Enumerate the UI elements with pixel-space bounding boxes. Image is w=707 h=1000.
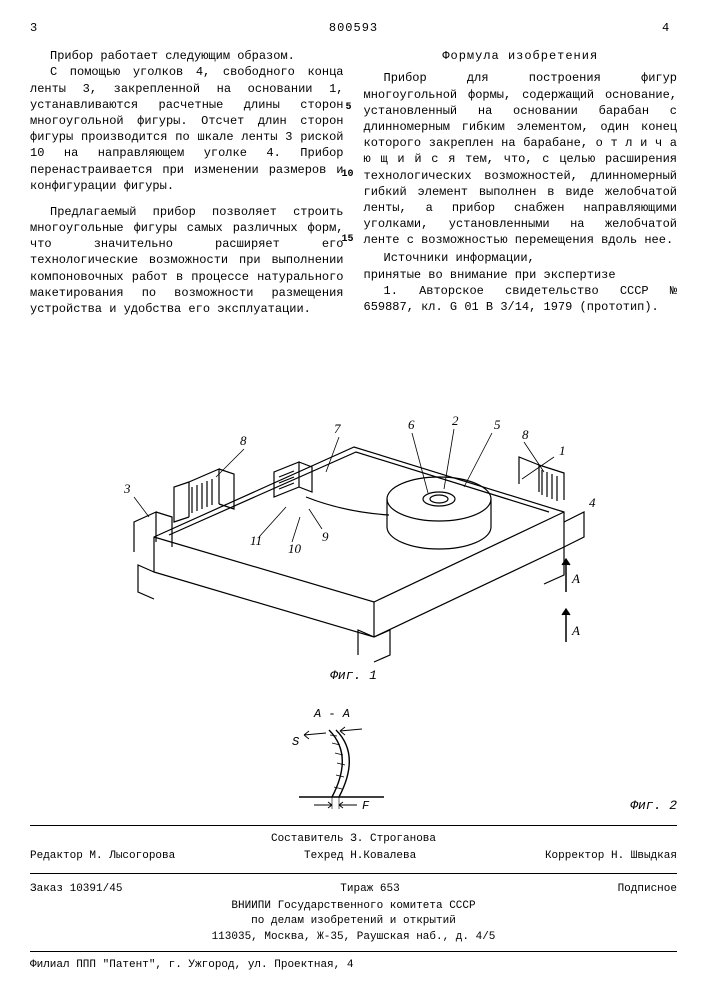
page-num-left: 3: [30, 20, 45, 36]
divider-3: [30, 951, 677, 952]
fig1-label: Фиг. 1: [330, 668, 377, 683]
left-p1: Прибор работает следующим образом.: [30, 48, 344, 64]
callout-8a: 8: [240, 433, 247, 448]
org1: ВНИИПИ Государственного комитета СССР: [30, 899, 677, 914]
line-marker-15: 15: [342, 233, 354, 247]
footer-block: Составитель З. Строганова Редактор М. Лы…: [30, 832, 677, 974]
callout-4: 4: [589, 495, 596, 510]
line-marker-5: 5: [346, 101, 352, 115]
callout-9: 9: [322, 529, 329, 544]
divider-1: [30, 825, 677, 826]
corrector: Корректор Н. Швыдкая: [545, 849, 677, 864]
page-num-right: 4: [662, 20, 677, 36]
figure-2: A - A S F Фиг. 2: [70, 705, 677, 815]
text-columns: Прибор работает следующим образом. С пом…: [30, 48, 677, 317]
org2: по делам изобретений и открытий: [30, 914, 677, 929]
sources-title: Источники информации,: [364, 250, 678, 266]
tirazh: Тираж 653: [340, 882, 399, 897]
compiler: Составитель З. Строганова: [30, 832, 677, 847]
sources-line: принятые во внимание при экспертизе: [364, 267, 678, 283]
editor: Редактор М. Лысогорова: [30, 849, 175, 864]
order-num: Заказ 10391/45: [30, 882, 122, 897]
source-1: 1. Авторское свидетельство СССР № 659887…: [364, 283, 678, 315]
addr1: 113035, Москва, Ж-35, Раушская наб., д. …: [30, 930, 677, 945]
left-p3: Предлагаемый прибор позволяет строить мн…: [30, 204, 344, 317]
callout-5: 5: [494, 417, 501, 432]
left-p2: С помощью уголков 4, свободного конца ле…: [30, 64, 344, 194]
section-A-top: A: [571, 571, 580, 586]
formula-title: Формула изобретения: [364, 48, 678, 64]
callout-7: 7: [334, 421, 341, 436]
callout-8b: 8: [522, 427, 529, 442]
branch: Филиал ППП "Патент", г. Ужгород, ул. Про…: [30, 958, 677, 973]
divider-2: [30, 873, 677, 874]
callout-1: 1: [559, 443, 566, 458]
callout-10: 10: [288, 541, 302, 556]
callout-2: 2: [452, 413, 459, 428]
subscription: Подписное: [618, 882, 677, 897]
right-column: Формула изобретения 5 10 15 Прибор для п…: [364, 48, 678, 317]
patent-number: 800593: [329, 20, 378, 36]
callout-6: 6: [408, 417, 415, 432]
left-column: Прибор работает следующим образом. С пом…: [30, 48, 344, 317]
callout-11: 11: [250, 533, 262, 548]
techred: Техред Н.Ковалева: [304, 849, 416, 864]
svg-text:S: S: [292, 735, 299, 749]
svg-text:A - A: A - A: [313, 707, 350, 721]
figure-1: 1 5 2 6 7 8 3 11 10 9 8 4 A A Фиг. 1: [30, 337, 677, 685]
claim-text: Прибор для построения фигур многоугольно…: [364, 70, 678, 248]
page-header: 3 800593 4: [30, 20, 677, 36]
line-marker-10: 10: [342, 168, 354, 182]
svg-text:F: F: [362, 799, 370, 813]
callout-3: 3: [123, 481, 131, 496]
fig2-label: Фиг. 2: [630, 797, 677, 815]
section-A-bot: A: [571, 623, 580, 638]
